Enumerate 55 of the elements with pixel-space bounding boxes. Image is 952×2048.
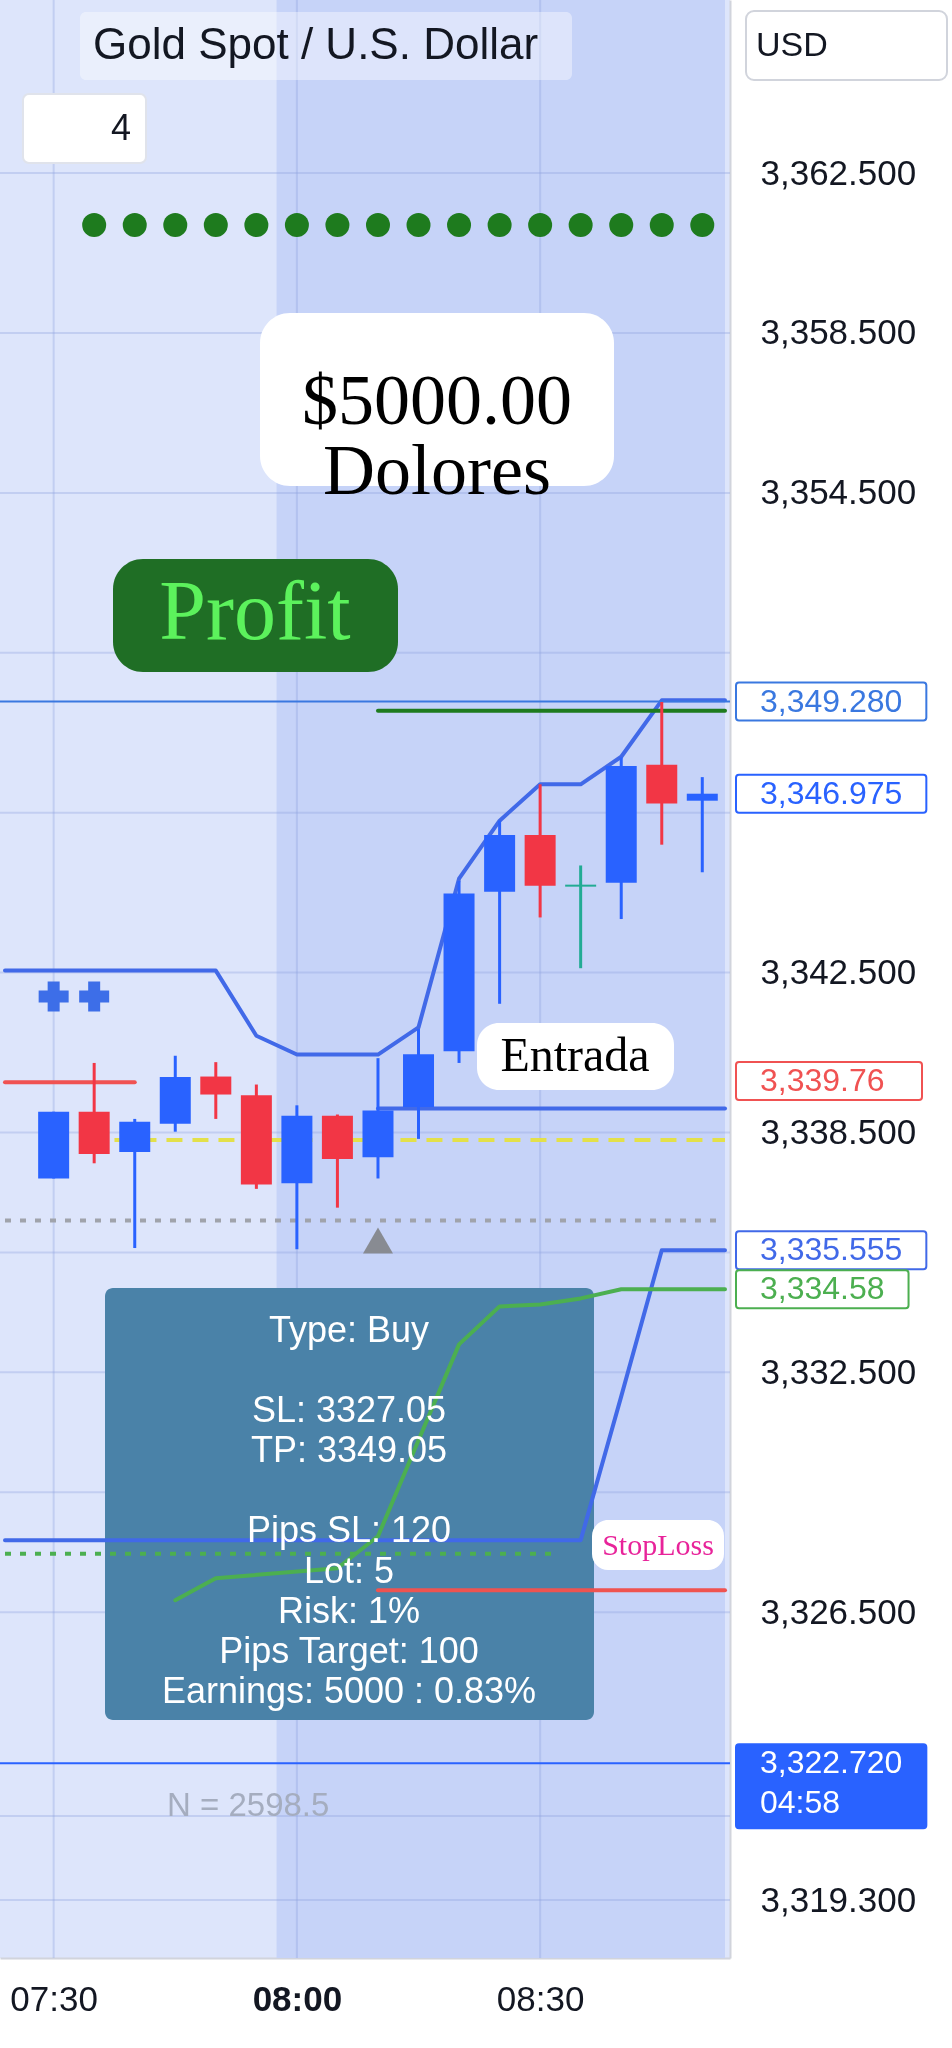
annotation: Risk: 1%	[277, 1590, 421, 1631]
point	[609, 213, 634, 238]
text: 04:58	[760, 1784, 841, 1821]
point	[163, 213, 188, 238]
point	[122, 213, 147, 238]
point	[568, 213, 593, 238]
point	[649, 213, 674, 238]
chart-title: Gold Spot / U.S. Dollar	[93, 19, 539, 68]
y-tick-label: 3,319.300	[760, 1879, 917, 1919]
point	[528, 213, 553, 238]
annotation: N = 2598.5	[167, 1786, 330, 1823]
y-tick-label: 3,362.500	[760, 152, 917, 192]
annotation: Profit	[159, 564, 351, 657]
y-tick-label: 3,332.500	[760, 1351, 917, 1391]
point	[325, 213, 350, 238]
annotation: TP: 3349.05	[250, 1429, 448, 1470]
y-tick-label: 3,326.500	[760, 1591, 917, 1631]
annotation: StopLoss	[602, 1528, 714, 1561]
annotation: SL: 3327.05	[251, 1389, 447, 1430]
point	[406, 213, 431, 238]
x-tick-label: 08:30	[496, 1978, 585, 2018]
annotation: Pips Target: 100	[219, 1630, 479, 1671]
point	[79, 981, 110, 1012]
point	[82, 213, 107, 238]
text: 3,339.76	[760, 1062, 885, 1098]
annotation: $5000.00 Dolores	[302, 360, 572, 510]
point	[365, 213, 390, 238]
text: 3,346.975	[760, 774, 903, 811]
annotation: Lot: 5	[303, 1550, 395, 1591]
ref-line-label: 3,322.720	[760, 1744, 903, 1781]
annotation: Type: Buy	[268, 1309, 430, 1350]
annotation: Earnings: 5000 : 0.83%	[161, 1670, 537, 1711]
annotation: 4	[110, 107, 132, 148]
y-tick-label: 3,338.500	[760, 1112, 917, 1152]
text: USD	[756, 25, 828, 63]
candlestick	[565, 865, 597, 970]
x-tick-label: 07:30	[10, 1978, 98, 2018]
y-tick-label: 3,354.500	[760, 472, 917, 512]
point	[447, 213, 472, 238]
point	[690, 213, 715, 238]
candlestick	[686, 777, 718, 873]
y-tick-label: 3,358.500	[760, 312, 917, 352]
point	[487, 213, 512, 238]
annotation: Pips SL: 120	[246, 1509, 452, 1550]
annotation: Entrada	[500, 1028, 650, 1081]
data-label: 3,334.58	[760, 1270, 885, 1307]
x-tick-label: 08:00	[252, 1978, 343, 2018]
ref-line-label: 3,349.280	[760, 682, 903, 719]
data-label: 3,335.555	[760, 1231, 903, 1268]
point	[244, 213, 269, 238]
point	[203, 213, 228, 238]
point	[284, 213, 309, 238]
point	[38, 981, 69, 1012]
point	[362, 1227, 393, 1254]
y-tick-label: 3,342.500	[760, 952, 917, 992]
